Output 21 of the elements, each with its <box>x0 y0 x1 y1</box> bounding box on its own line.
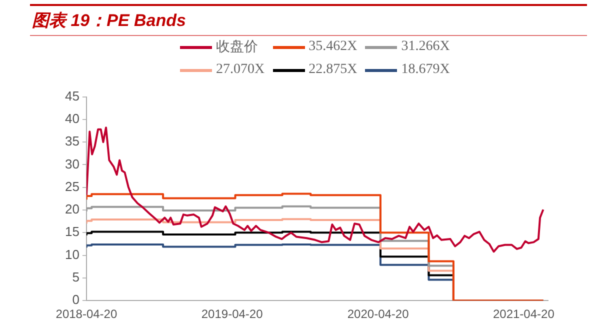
y-tick-label: 25 <box>64 178 80 194</box>
y-tick-label: 40 <box>64 111 80 126</box>
y-tick-label: 35 <box>64 134 80 149</box>
legend-label: 27.070X <box>216 62 265 78</box>
x-tick-label: 2021-04-20 <box>492 307 555 322</box>
y-tick-label: 5 <box>72 270 80 285</box>
y-tick-label: 30 <box>64 156 80 172</box>
x-tick-label: 2018-04-20 <box>56 307 118 322</box>
y-tick-label: 10 <box>64 246 80 262</box>
y-tick-label: 0 <box>72 292 80 308</box>
legend-label: 31.266X <box>401 39 450 55</box>
y-tick-label: 15 <box>64 224 80 240</box>
legend-label: 收盘价 <box>216 38 258 56</box>
legend-label: 18.679X <box>401 62 450 78</box>
y-tick-label: 45 <box>64 88 80 104</box>
y-tick-label: 20 <box>64 202 80 217</box>
x-tick-label: 2020-04-20 <box>347 307 410 322</box>
x-tick-label: 2019-04-20 <box>201 307 264 322</box>
chart-title: 图表 19：PE Bands <box>30 4 587 36</box>
legend-label: 35.462X <box>308 39 358 55</box>
legend-label: 22.875X <box>308 62 358 78</box>
